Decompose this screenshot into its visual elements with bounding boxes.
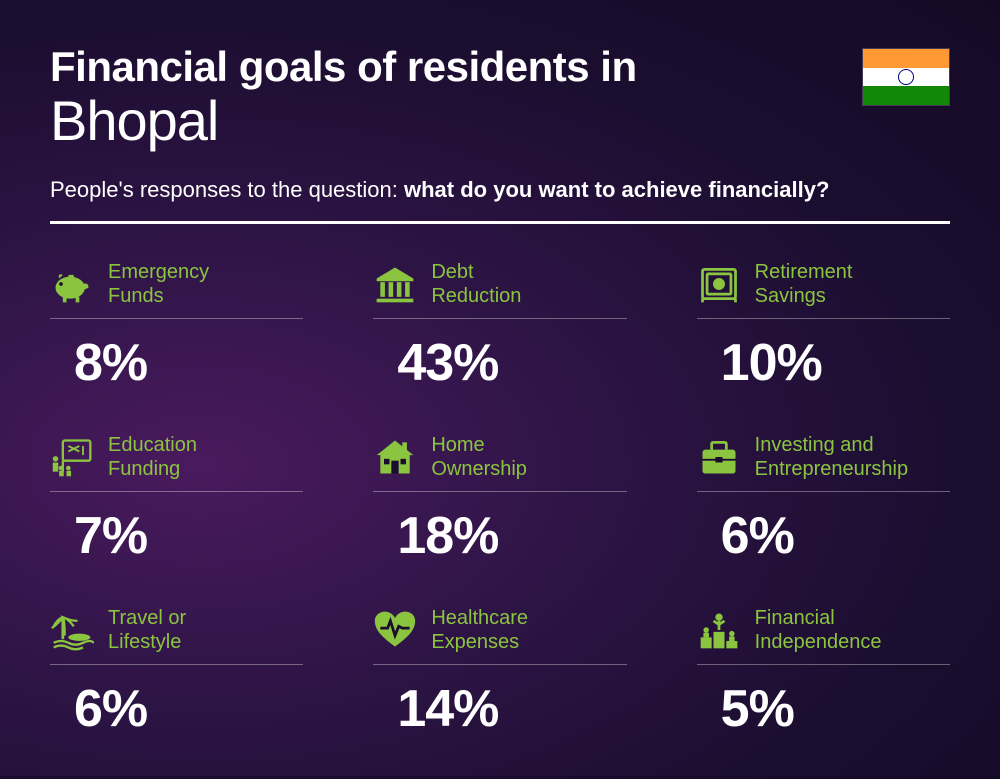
subhead: People's responses to the question: what… xyxy=(50,177,950,203)
goal-value: 18% xyxy=(373,506,626,566)
goal-value: 6% xyxy=(50,679,303,739)
goal-label: Investing andEntrepreneurship xyxy=(755,433,908,481)
title-line2: Bhopal xyxy=(50,92,862,151)
goal-label: EducationFunding xyxy=(108,433,197,481)
goal-label: DebtReduction xyxy=(431,260,521,308)
bank-icon xyxy=(373,262,417,306)
goal-value: 14% xyxy=(373,679,626,739)
title-block: Financial goals of residents in Bhopal xyxy=(50,44,862,151)
goal-financial-independence: FinancialIndependence 5% xyxy=(697,606,950,739)
independence-icon xyxy=(697,608,741,652)
india-flag-icon xyxy=(862,48,950,106)
divider xyxy=(50,221,950,224)
goal-emergency-funds: EmergencyFunds 8% xyxy=(50,260,303,393)
title-line1: Financial goals of residents in xyxy=(50,44,862,90)
goals-grid: EmergencyFunds 8% DebtReduction 43% xyxy=(50,260,950,739)
goal-travel-lifestyle: Travel orLifestyle 6% xyxy=(50,606,303,739)
goal-investing-entrepreneurship: Investing andEntrepreneurship 6% xyxy=(697,433,950,566)
safe-icon xyxy=(697,262,741,306)
subhead-prefix: People's responses to the question: xyxy=(50,177,404,202)
goal-label: HealthcareExpenses xyxy=(431,606,528,654)
goal-retirement-savings: RetirementSavings 10% xyxy=(697,260,950,393)
goal-education-funding: EducationFunding 7% xyxy=(50,433,303,566)
goal-value: 7% xyxy=(50,506,303,566)
goal-value: 5% xyxy=(697,679,950,739)
travel-icon xyxy=(50,608,94,652)
goal-value: 10% xyxy=(697,333,950,393)
goal-label: HomeOwnership xyxy=(431,433,527,481)
goal-label: EmergencyFunds xyxy=(108,260,209,308)
home-icon xyxy=(373,435,417,479)
healthcare-icon xyxy=(373,608,417,652)
goal-value: 6% xyxy=(697,506,950,566)
briefcase-icon xyxy=(697,435,741,479)
education-icon xyxy=(50,435,94,479)
goal-debt-reduction: DebtReduction 43% xyxy=(373,260,626,393)
piggy-bank-icon xyxy=(50,262,94,306)
goal-value: 43% xyxy=(373,333,626,393)
goal-value: 8% xyxy=(50,333,303,393)
goal-label: Travel orLifestyle xyxy=(108,606,186,654)
goal-label: FinancialIndependence xyxy=(755,606,882,654)
header: Financial goals of residents in Bhopal xyxy=(50,44,950,151)
goal-healthcare-expenses: HealthcareExpenses 14% xyxy=(373,606,626,739)
goal-home-ownership: HomeOwnership 18% xyxy=(373,433,626,566)
subhead-bold: what do you want to achieve financially? xyxy=(404,177,829,202)
goal-label: RetirementSavings xyxy=(755,260,853,308)
